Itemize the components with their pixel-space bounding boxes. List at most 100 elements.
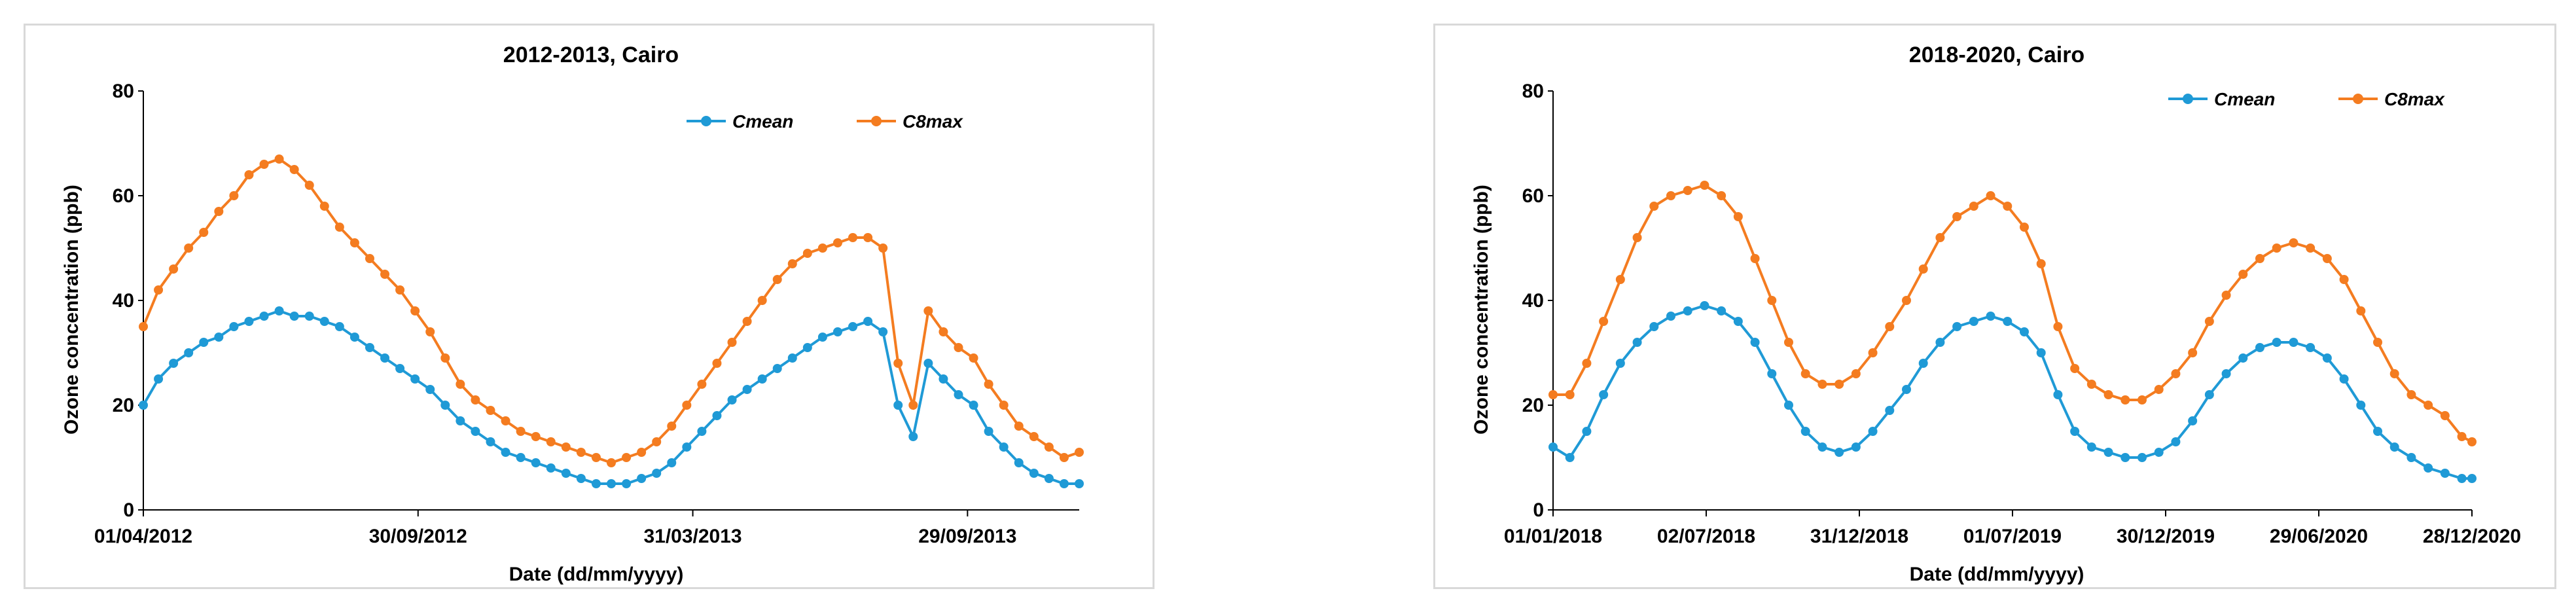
y-tick-label: 60 [113, 185, 134, 207]
data-point-cmean [456, 416, 465, 425]
x-tick-label: 31/03/2013 [643, 526, 742, 547]
data-point-c8max [999, 401, 1009, 410]
y-tick-label: 20 [113, 395, 134, 416]
data-point-cmean [1615, 359, 1625, 368]
data-point-cmean [637, 474, 647, 483]
data-point-c8max [2339, 275, 2349, 284]
data-point-cmean [1733, 317, 1743, 326]
data-point-cmean [410, 374, 420, 384]
y-tick-label: 40 [113, 290, 134, 312]
data-point-c8max [863, 233, 873, 242]
data-point-cmean [304, 312, 314, 321]
data-point-cmean [2204, 390, 2214, 399]
data-point-c8max [2171, 369, 2181, 378]
data-point-cmean [1029, 469, 1039, 478]
y-tick-label: 40 [1522, 290, 1544, 312]
x-tick-label: 01/01/2018 [1504, 526, 1602, 547]
legend-c8max-marker [871, 116, 882, 126]
chart-panel-left: 2012-2013, Cairo Ozone concentration (pp… [24, 24, 1154, 589]
data-point-c8max [259, 160, 269, 169]
data-point-c8max [1868, 348, 1878, 357]
data-point-c8max [2238, 270, 2248, 279]
data-point-cmean [2221, 369, 2231, 378]
data-point-c8max [757, 296, 767, 305]
data-point-c8max [1918, 264, 1928, 274]
data-point-cmean [349, 333, 359, 342]
data-point-c8max [637, 448, 647, 457]
data-point-c8max [2356, 306, 2366, 315]
x-tick-label: 01/07/2019 [1963, 526, 2062, 547]
data-point-cmean [923, 359, 933, 368]
data-point-c8max [1969, 202, 1978, 211]
data-point-cmean [2238, 353, 2248, 363]
chart-left: 2012-2013, Cairo Ozone concentration (pp… [61, 43, 1084, 585]
data-point-c8max [832, 238, 842, 247]
data-point-c8max [1615, 275, 1625, 284]
data-point-c8max [969, 353, 978, 363]
data-point-cmean [2322, 353, 2332, 363]
data-point-c8max [2138, 395, 2147, 405]
data-point-c8max [817, 243, 827, 253]
data-point-c8max [380, 270, 390, 279]
x-axis-label: Date (dd/mm/yyyy) [509, 564, 684, 585]
data-point-c8max [742, 317, 752, 326]
data-point-c8max [501, 416, 510, 425]
data-point-cmean [2171, 437, 2181, 446]
data-point-cmean [2138, 453, 2147, 462]
x-axis-label: Date (dd/mm/yyyy) [1910, 564, 2084, 585]
legend-cmean-label: Cmean [732, 111, 793, 132]
y-tick-label: 20 [1522, 395, 1544, 416]
data-point-c8max [1784, 338, 1793, 347]
data-point-cmean [2467, 474, 2477, 483]
series-line-cmean [1552, 304, 2472, 480]
data-point-cmean [908, 432, 918, 441]
data-point-cmean [591, 479, 601, 488]
data-point-cmean [2424, 463, 2433, 473]
data-point-cmean [757, 374, 767, 384]
x-tick-label: 01/04/2012 [94, 526, 192, 547]
data-point-c8max [1029, 432, 1039, 441]
data-point-c8max [1733, 212, 1743, 221]
data-point-cmean [1986, 312, 1995, 321]
data-point-c8max [652, 437, 662, 446]
data-point-c8max [923, 306, 933, 315]
x-tick-label: 31/12/2018 [1810, 526, 1908, 547]
data-point-c8max [1683, 186, 1692, 195]
data-point-c8max [2424, 401, 2433, 410]
data-point-c8max [244, 170, 254, 179]
data-point-cmean [425, 385, 435, 394]
data-point-cmean [1666, 312, 1675, 321]
y-tick-label: 0 [1533, 499, 1544, 521]
data-point-cmean [2120, 453, 2130, 462]
data-point-cmean [471, 427, 480, 436]
data-point-cmean [848, 322, 858, 331]
data-point-cmean [2440, 469, 2450, 478]
data-point-c8max [1902, 296, 1911, 305]
data-point-cmean [531, 458, 541, 467]
data-point-cmean [652, 469, 662, 478]
data-point-c8max [546, 437, 556, 446]
data-point-c8max [319, 202, 329, 211]
data-point-cmean [380, 353, 390, 363]
data-point-cmean [2272, 338, 2281, 347]
data-point-cmean [2373, 427, 2382, 436]
data-point-cmean [501, 448, 510, 457]
data-point-cmean [516, 453, 526, 462]
data-point-cmean [893, 401, 903, 410]
data-point-c8max [2103, 390, 2113, 399]
data-point-c8max [334, 223, 344, 232]
data-point-cmean [289, 312, 299, 321]
data-point-cmean [214, 333, 224, 342]
legend-c8max-marker [2353, 94, 2363, 104]
data-point-cmean [1885, 406, 1895, 415]
data-point-c8max [1014, 422, 1024, 431]
data-point-c8max [1935, 233, 1945, 242]
data-point-c8max [425, 327, 435, 336]
data-point-cmean [486, 437, 495, 446]
data-point-cmean [561, 469, 571, 478]
data-point-c8max [471, 395, 480, 405]
data-point-cmean [787, 353, 797, 363]
data-point-cmean [1059, 479, 1069, 488]
data-point-c8max [2467, 437, 2477, 446]
data-point-cmean [802, 343, 812, 352]
